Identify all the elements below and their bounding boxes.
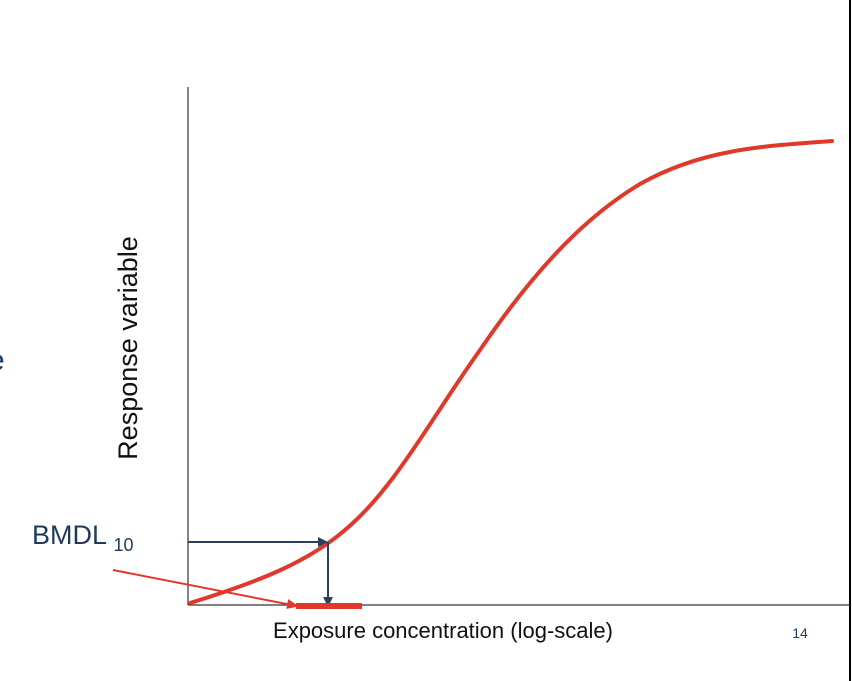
dose-response-curve xyxy=(188,139,834,605)
page-number: 14 xyxy=(792,625,808,641)
x-axis-label: Exposure concentration (log-scale) xyxy=(273,618,613,643)
bmdl-label: BMDL 10 xyxy=(32,520,134,555)
bmdl-label-subscript: 10 xyxy=(114,535,134,555)
left-edge-fragment: e xyxy=(0,344,5,377)
y-axis-label: Response variable xyxy=(113,236,143,460)
bmdl-pointer-arrow xyxy=(112,569,299,609)
bmdl-marker-bar xyxy=(296,603,362,609)
bmdl-label-main: BMDL xyxy=(32,520,107,550)
